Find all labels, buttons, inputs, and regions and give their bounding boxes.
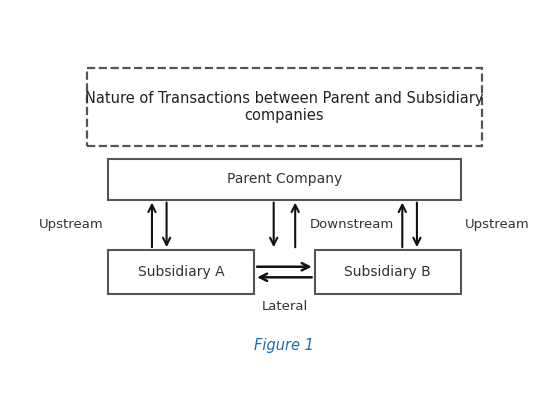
Text: Upstream: Upstream — [39, 218, 104, 231]
Text: Nature of Transactions between Parent and Subsidiary
companies: Nature of Transactions between Parent an… — [85, 91, 484, 123]
Bar — [108, 159, 461, 200]
Bar — [108, 250, 254, 294]
Text: Subsidiary A: Subsidiary A — [138, 265, 225, 279]
Text: Parent Company: Parent Company — [227, 172, 342, 186]
Text: Upstream: Upstream — [465, 218, 530, 231]
Bar — [315, 250, 461, 294]
Bar — [87, 68, 482, 146]
Text: Downstream: Downstream — [310, 218, 395, 231]
Text: Lateral: Lateral — [261, 300, 307, 313]
Text: Figure 1: Figure 1 — [255, 338, 314, 353]
Text: Subsidiary B: Subsidiary B — [344, 265, 431, 279]
